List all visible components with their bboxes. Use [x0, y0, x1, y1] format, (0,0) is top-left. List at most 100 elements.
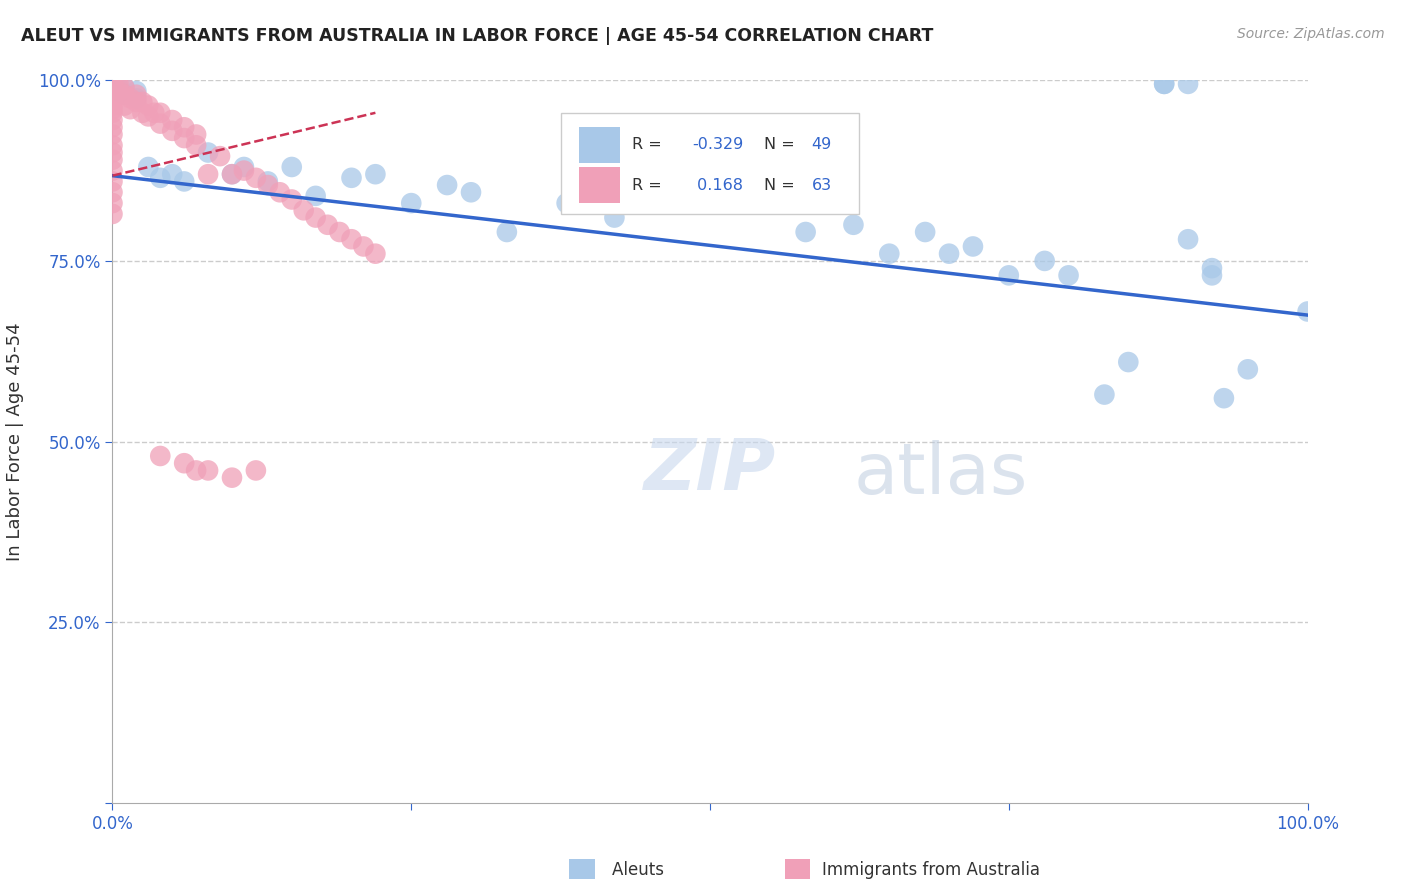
Point: [101, 91, 124, 105]
Point: [1177, 77, 1199, 91]
Point: [138, 160, 160, 174]
Point: [699, 167, 721, 181]
Point: [162, 124, 183, 138]
Point: [125, 95, 148, 109]
Point: [107, 84, 129, 98]
Point: [149, 117, 172, 131]
Point: [1057, 268, 1080, 283]
Point: [281, 193, 304, 207]
Text: 63: 63: [811, 178, 832, 193]
Point: [221, 167, 243, 181]
Point: [460, 186, 482, 200]
Point: [879, 246, 901, 260]
Point: [149, 449, 172, 463]
Point: [962, 239, 984, 253]
Point: [107, 84, 129, 98]
Point: [101, 128, 124, 142]
Point: [101, 102, 124, 116]
Point: [245, 463, 267, 477]
Point: [114, 80, 135, 95]
Text: -0.329: -0.329: [692, 137, 744, 152]
Point: [114, 98, 135, 112]
Point: [120, 102, 142, 116]
Point: [114, 87, 135, 102]
Point: [101, 113, 124, 128]
Point: [842, 218, 865, 232]
Point: [101, 120, 124, 135]
Point: [114, 87, 135, 102]
Point: [292, 203, 315, 218]
Point: [131, 95, 153, 109]
Point: [340, 170, 363, 185]
Point: [125, 87, 148, 102]
Text: Aleuts: Aleuts: [591, 861, 664, 879]
Point: [233, 160, 256, 174]
Point: [101, 105, 124, 120]
Point: [197, 463, 219, 477]
Text: R =: R =: [633, 137, 662, 152]
Point: [101, 77, 124, 91]
Point: [101, 174, 124, 188]
Text: ZIP: ZIP: [644, 436, 776, 505]
Point: [197, 145, 219, 160]
Point: [101, 77, 124, 91]
Point: [143, 105, 166, 120]
Point: [101, 196, 124, 211]
Point: [114, 80, 135, 95]
Point: [162, 167, 183, 181]
Point: [1237, 362, 1260, 376]
Point: [101, 80, 124, 95]
Point: [352, 239, 374, 253]
Point: [794, 225, 817, 239]
Point: [1033, 253, 1056, 268]
Text: 0.168: 0.168: [692, 178, 744, 193]
Point: [101, 145, 124, 160]
Point: [759, 193, 782, 207]
Point: [162, 113, 183, 128]
FancyBboxPatch shape: [561, 112, 859, 214]
Point: [173, 174, 195, 188]
Text: Source: ZipAtlas.com: Source: ZipAtlas.com: [1237, 27, 1385, 41]
Point: [131, 105, 153, 120]
Point: [316, 218, 339, 232]
Point: [221, 470, 243, 484]
Point: [101, 138, 124, 153]
Point: [233, 163, 256, 178]
Point: [269, 186, 291, 200]
Point: [1213, 391, 1236, 405]
Bar: [579, 167, 620, 203]
Point: [364, 167, 387, 181]
Point: [555, 196, 578, 211]
Point: [1153, 77, 1175, 91]
Point: [125, 91, 148, 105]
Point: [340, 232, 363, 246]
Text: R =: R =: [633, 178, 662, 193]
Point: [281, 160, 304, 174]
Point: [1177, 232, 1199, 246]
Point: [496, 225, 519, 239]
Point: [401, 196, 423, 211]
Point: [101, 77, 124, 91]
Point: [149, 170, 172, 185]
Point: [1296, 304, 1319, 318]
Point: [914, 225, 936, 239]
Point: [305, 189, 328, 203]
Point: [138, 110, 160, 124]
Point: [938, 246, 960, 260]
Point: [149, 105, 172, 120]
Point: [120, 91, 142, 105]
Point: [1201, 268, 1223, 283]
Point: [101, 77, 124, 91]
Point: [221, 167, 243, 181]
Text: Immigrants from Australia: Immigrants from Australia: [801, 861, 1040, 879]
Point: [436, 178, 458, 192]
Point: [173, 120, 195, 135]
Text: N =: N =: [763, 137, 794, 152]
Point: [107, 77, 129, 91]
Point: [998, 268, 1021, 283]
Point: [1118, 355, 1140, 369]
Point: [329, 225, 352, 239]
Point: [305, 211, 328, 225]
Point: [101, 84, 124, 98]
Text: 49: 49: [811, 137, 832, 152]
